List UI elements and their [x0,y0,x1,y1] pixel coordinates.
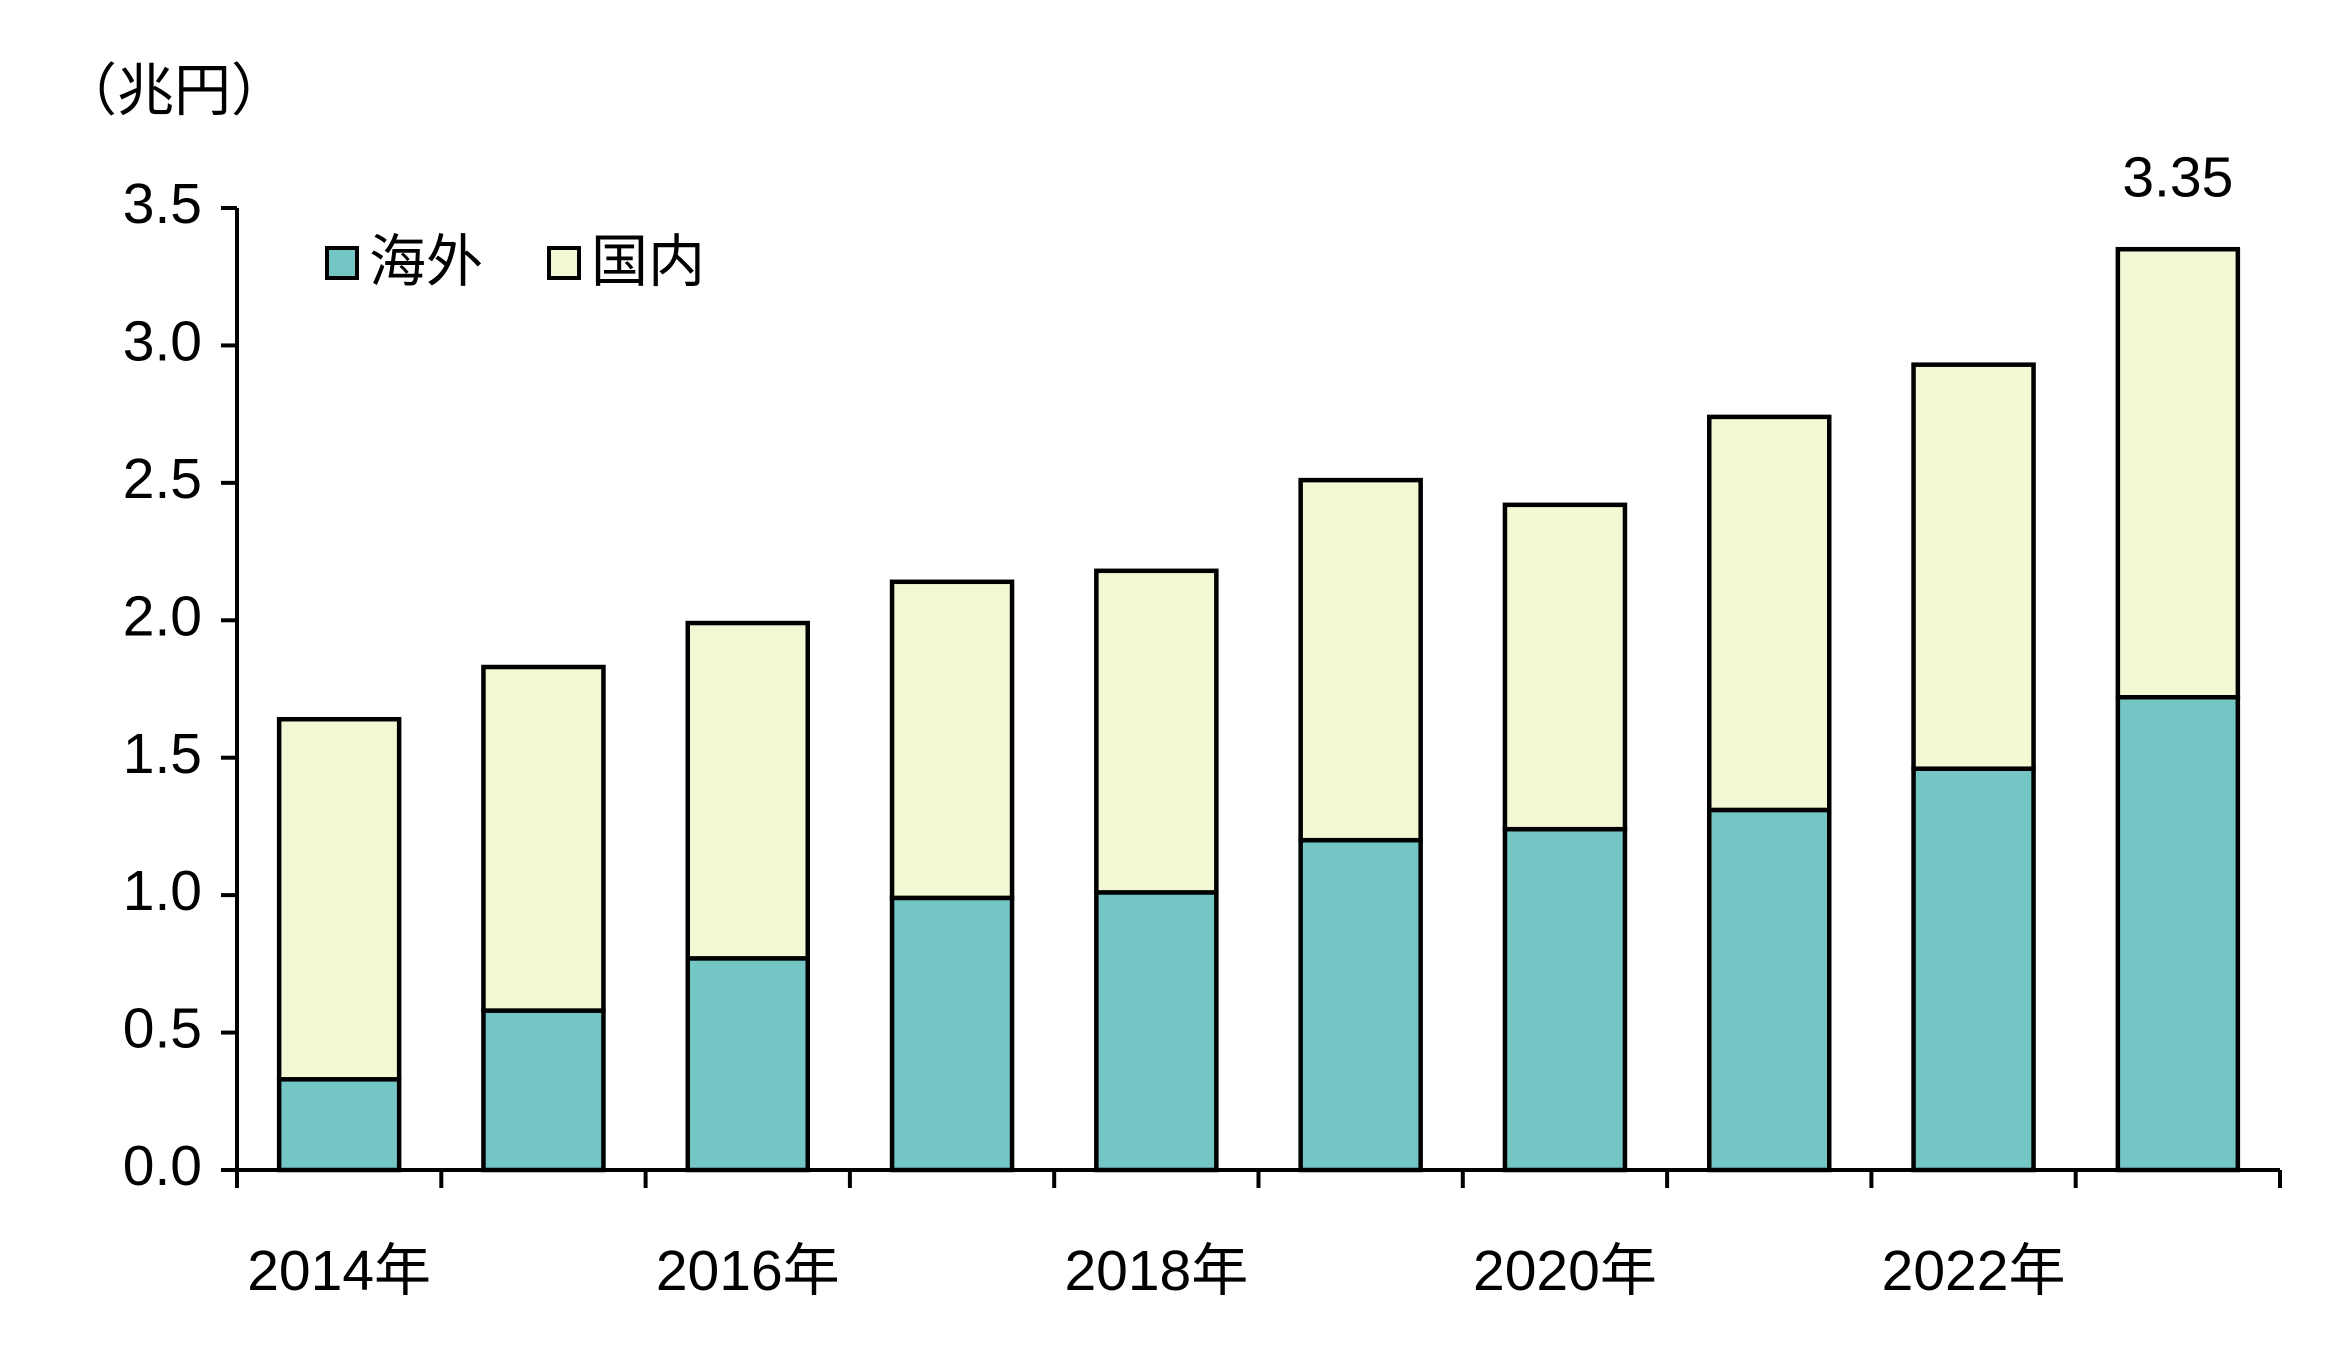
bar-segment [889,895,1015,1173]
bar-segment [2115,246,2241,700]
bar-segment [1094,568,1219,895]
x-tick-label: 2014年 [247,1239,431,1303]
y-tick-label: 0.0 [123,1134,202,1198]
y-tick-label: 3.0 [123,309,202,373]
legend-label: 国内 [591,230,705,294]
x-tick-label: 2020年 [1473,1239,1657,1303]
bar-segment [276,1077,402,1173]
bar-segment [481,664,606,1013]
bar-segment [1707,807,1832,1173]
bar-segment [685,956,810,1173]
bar-segment [1911,362,2036,771]
bar-segment [685,620,810,961]
x-tick-label: 2022年 [1882,1239,2066,1303]
bar-segment [1911,766,2036,1173]
x-tick-label: 2018年 [1064,1239,1248,1303]
legend-swatch [325,246,359,280]
bar-segment [1502,502,1628,832]
bar-segment [1094,890,1219,1173]
y-tick-label: 2.5 [123,447,202,511]
y-tick-label: 3.5 [123,172,202,236]
bar-segment [2115,694,2241,1173]
legend-swatch [547,246,581,280]
y-tick-label: 1.5 [123,722,202,786]
y-axis-label: （兆円） [60,59,288,123]
bar-segment [1298,837,1423,1173]
bar-segment [276,716,402,1082]
y-tick-label: 1.0 [123,859,202,923]
bar-segment [1707,414,1832,813]
y-tick-label: 0.5 [123,997,202,1061]
bar-segment [481,1008,606,1173]
legend-label: 海外 [369,230,483,294]
x-tick-label: 2016年 [656,1239,840,1303]
bar-segment [889,579,1015,901]
bar-segment [1502,826,1628,1173]
bar-segment [1298,477,1423,843]
total-label: 3.35 [2122,145,2233,209]
y-tick-label: 2.0 [123,584,202,648]
